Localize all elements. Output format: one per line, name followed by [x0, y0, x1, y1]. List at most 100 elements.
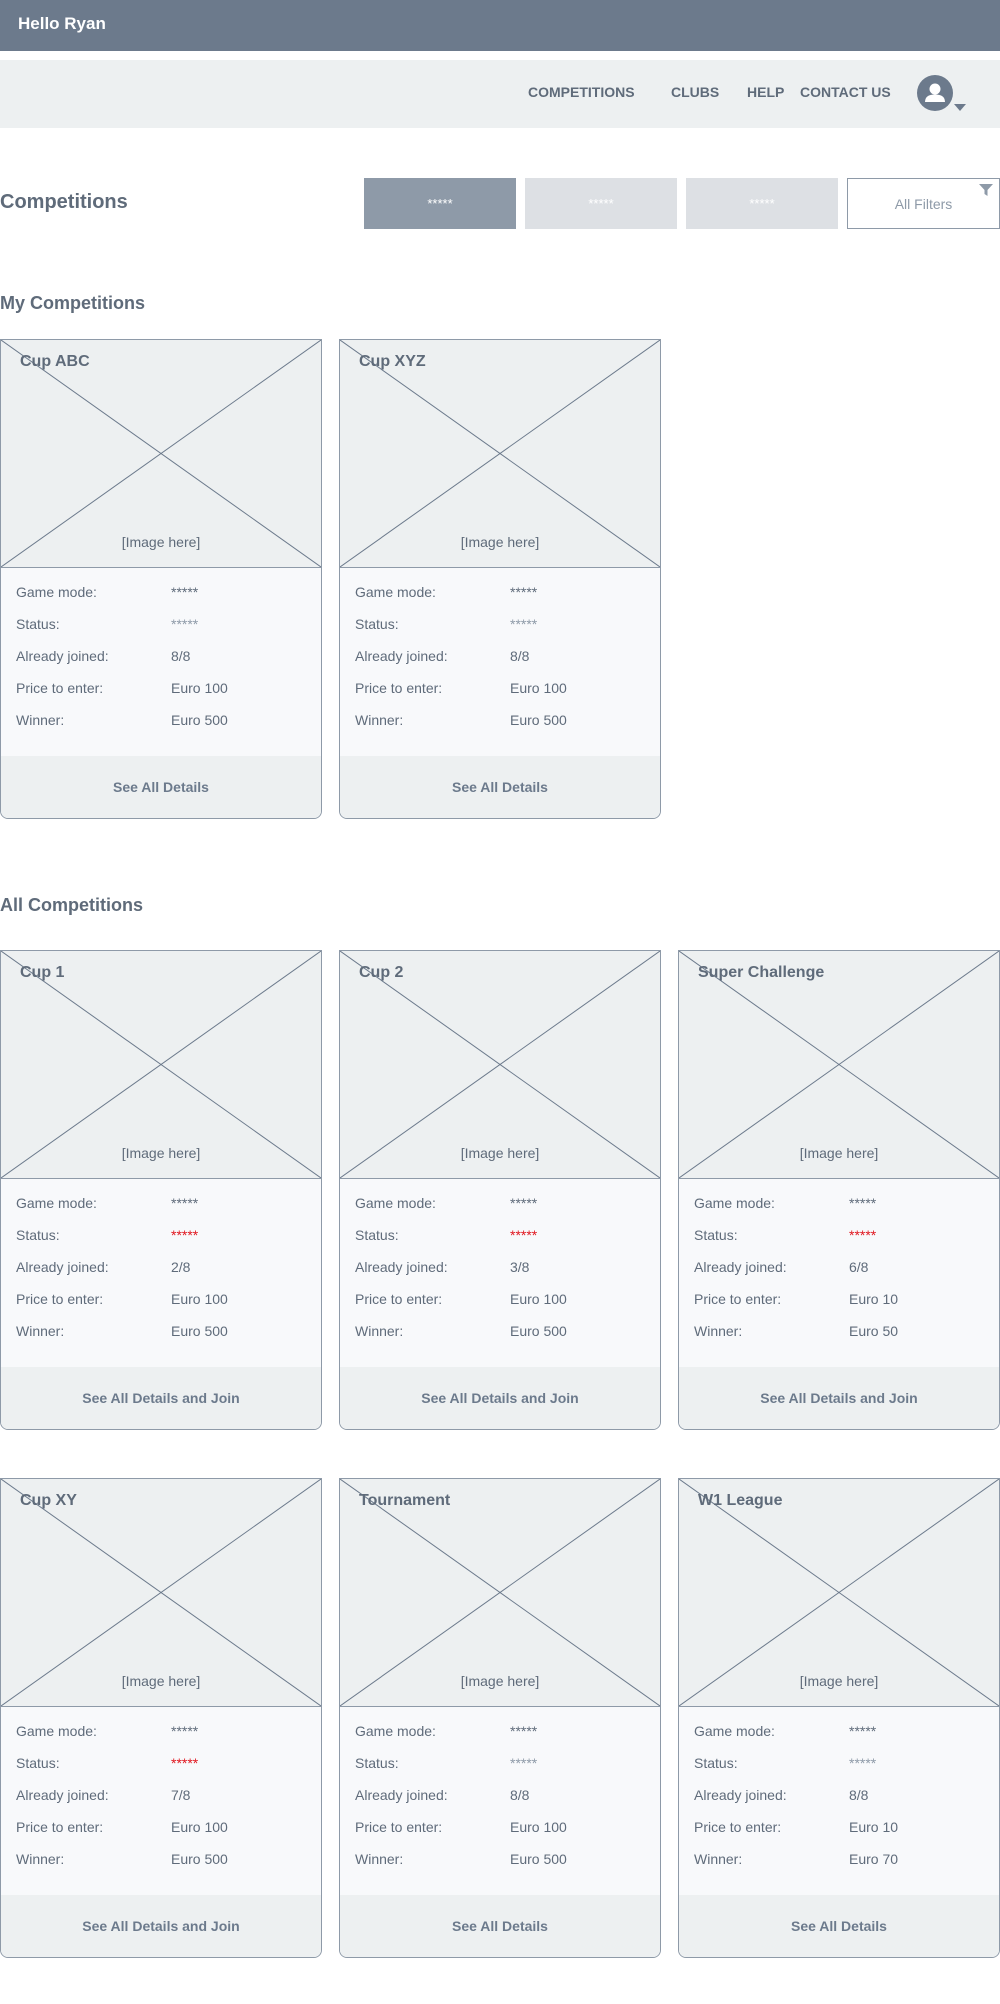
detail-value: ***** [510, 1195, 538, 1211]
detail-value: ***** [849, 1195, 877, 1211]
detail-row-price: Price to enter: Euro 10 [694, 1291, 999, 1323]
detail-value: 8/8 [171, 648, 191, 664]
detail-row-price: Price to enter: Euro 10 [694, 1819, 999, 1851]
competition-card-super-challenge: Super Challenge [Image here] Game mode: *… [678, 950, 1000, 1430]
image-placeholder-label: [Image here] [799, 1145, 879, 1161]
image-placeholder-x-icon [1, 340, 321, 567]
competition-card-w1-league: W1 League [Image here] Game mode: ***** S… [678, 1478, 1000, 1958]
image-placeholder-label: [Image here] [460, 1673, 540, 1689]
detail-label: Game mode: [355, 1723, 436, 1739]
see-details-button[interactable]: See All Details and Join [1, 1895, 321, 1957]
detail-row-winner: Winner: Euro 50 [694, 1323, 999, 1355]
detail-value: Euro 100 [171, 1291, 228, 1307]
detail-row-winner: Winner: Euro 500 [355, 1851, 660, 1883]
detail-value: Euro 500 [171, 1851, 228, 1867]
see-details-button[interactable]: See All Details [1, 756, 321, 818]
status-value: ***** [510, 616, 538, 632]
detail-row-price: Price to enter: Euro 100 [355, 680, 660, 712]
detail-row-game-mode: Game mode: ***** [355, 1723, 660, 1755]
main-nav [0, 60, 1000, 128]
caret-down-icon[interactable] [954, 104, 966, 111]
detail-label: Already joined: [355, 648, 448, 664]
detail-row-game-mode: Game mode: ***** [355, 1195, 660, 1227]
detail-value: Euro 500 [510, 712, 567, 728]
detail-label: Winner: [16, 1851, 65, 1867]
detail-value: Euro 500 [171, 712, 228, 728]
detail-value: 6/8 [849, 1259, 869, 1275]
detail-label: Winner: [694, 1851, 743, 1867]
detail-label: Game mode: [694, 1195, 775, 1211]
card-details: Game mode: ***** Status: ***** Already joi… [679, 1179, 999, 1367]
detail-value: 2/8 [171, 1259, 191, 1275]
filter-option-3[interactable]: ***** [686, 178, 838, 229]
detail-row-winner: Winner: Euro 500 [16, 1323, 321, 1355]
detail-value: Euro 500 [510, 1323, 567, 1339]
detail-label: Already joined: [355, 1259, 448, 1275]
detail-value: ***** [510, 584, 538, 600]
nav-item-clubs[interactable]: CLUBS [671, 84, 720, 100]
image-placeholder-label: [Image here] [799, 1673, 879, 1689]
image-placeholder-label: [Image here] [121, 534, 201, 550]
detail-label: Status: [16, 1227, 60, 1243]
see-details-button[interactable]: See All Details [679, 1895, 999, 1957]
image-placeholder-x-icon [340, 951, 660, 1178]
all-filters-button[interactable]: All Filters [847, 178, 1000, 229]
all-competitions-heading: All Competitions [0, 895, 143, 915]
filter-option-2[interactable]: ***** [525, 178, 677, 229]
competition-card-cup-2: Cup 2 [Image here] Game mode: ***** Statu… [339, 950, 661, 1430]
detail-row-game-mode: Game mode: ***** [16, 1195, 321, 1227]
detail-label: Already joined: [694, 1259, 787, 1275]
nav-item-help[interactable]: HELP [747, 84, 785, 100]
image-placeholder-label: [Image here] [460, 534, 540, 550]
detail-row-joined: Already joined: 7/8 [16, 1787, 321, 1819]
detail-label: Winner: [16, 1323, 65, 1339]
see-details-button[interactable]: See All Details and Join [340, 1367, 660, 1429]
see-details-button[interactable]: See All Details [340, 1895, 660, 1957]
detail-value: Euro 100 [171, 680, 228, 696]
card-title: Cup XY [20, 1492, 77, 1509]
detail-value: Euro 500 [171, 1323, 228, 1339]
detail-row-price: Price to enter: Euro 100 [16, 1291, 321, 1323]
detail-row-price: Price to enter: Euro 100 [16, 1819, 321, 1851]
detail-row-status: Status: ***** [355, 1227, 660, 1259]
detail-row-winner: Winner: Euro 500 [16, 712, 321, 744]
see-details-button[interactable]: See All Details and Join [679, 1367, 999, 1429]
detail-row-status: Status: ***** [16, 1755, 321, 1787]
status-value: ***** [510, 1755, 538, 1771]
detail-label: Already joined: [694, 1787, 787, 1803]
detail-row-status: Status: ***** [694, 1227, 999, 1259]
page-title: Competitions [0, 191, 128, 213]
detail-row-status: Status: ***** [16, 616, 321, 648]
detail-label: Status: [355, 616, 399, 632]
detail-value: Euro 100 [171, 1819, 228, 1835]
detail-value: ***** [171, 1195, 199, 1211]
image-placeholder: Cup ABC [Image here] [1, 340, 321, 568]
nav-item-competitions[interactable]: COMPETITIONS [528, 84, 635, 100]
image-placeholder-label: [Image here] [121, 1145, 201, 1161]
card-details: Game mode: ***** Status: ***** Already joi… [679, 1707, 999, 1895]
see-details-button[interactable]: See All Details [340, 756, 660, 818]
see-details-button[interactable]: See All Details and Join [1, 1367, 321, 1429]
detail-row-joined: Already joined: 6/8 [694, 1259, 999, 1291]
filter-option-1[interactable]: ***** [364, 178, 516, 229]
detail-value: 8/8 [849, 1787, 869, 1803]
user-avatar-icon[interactable] [917, 75, 953, 111]
card-details: Game mode: ***** Status: ***** Already joi… [1, 1707, 321, 1895]
greeting-text: Hello Ryan [18, 14, 106, 33]
detail-row-game-mode: Game mode: ***** [694, 1195, 999, 1227]
detail-label: Game mode: [16, 584, 97, 600]
image-placeholder-x-icon [340, 1479, 660, 1706]
detail-value: Euro 70 [849, 1851, 899, 1867]
status-value: ***** [171, 1755, 199, 1771]
detail-label: Price to enter: [16, 680, 104, 696]
detail-row-joined: Already joined: 8/8 [355, 648, 660, 680]
card-details: Game mode: ***** Status: ***** Already joi… [340, 1707, 660, 1895]
card-details: Game mode: ***** Status: ***** Already joi… [340, 1179, 660, 1367]
competition-card-cup-abc: Cup ABC [Image here] Game mode: ***** Sta… [0, 339, 322, 819]
image-placeholder: Cup XYZ [Image here] [340, 340, 660, 568]
detail-label: Winner: [694, 1323, 743, 1339]
detail-value: Euro 100 [510, 680, 567, 696]
detail-label: Price to enter: [355, 1291, 443, 1307]
detail-value: 8/8 [510, 648, 530, 664]
nav-item-contact-us[interactable]: CONTACT US [800, 84, 891, 100]
